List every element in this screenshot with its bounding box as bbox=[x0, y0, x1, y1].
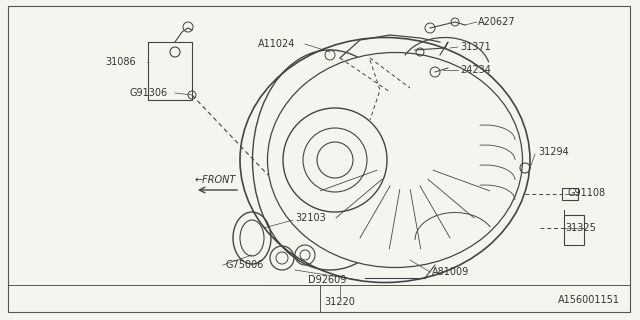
Text: G91108: G91108 bbox=[567, 188, 605, 198]
Text: 24234: 24234 bbox=[460, 65, 491, 75]
Bar bbox=[564, 215, 584, 245]
Text: ←FRONT: ←FRONT bbox=[195, 175, 236, 185]
Text: 31086: 31086 bbox=[105, 57, 136, 67]
Text: 31325: 31325 bbox=[565, 223, 596, 233]
Text: A20627: A20627 bbox=[478, 17, 516, 27]
Text: 31371: 31371 bbox=[460, 42, 491, 52]
Text: D92609: D92609 bbox=[308, 275, 346, 285]
Text: A11024: A11024 bbox=[258, 39, 296, 49]
Text: 32103: 32103 bbox=[295, 213, 326, 223]
Text: 31220: 31220 bbox=[324, 297, 355, 307]
Text: 31294: 31294 bbox=[538, 147, 569, 157]
Text: G91306: G91306 bbox=[130, 88, 168, 98]
Text: G75006: G75006 bbox=[225, 260, 264, 270]
Text: A81009: A81009 bbox=[432, 267, 469, 277]
Text: A156001151: A156001151 bbox=[558, 295, 620, 305]
Bar bbox=[562, 188, 578, 200]
